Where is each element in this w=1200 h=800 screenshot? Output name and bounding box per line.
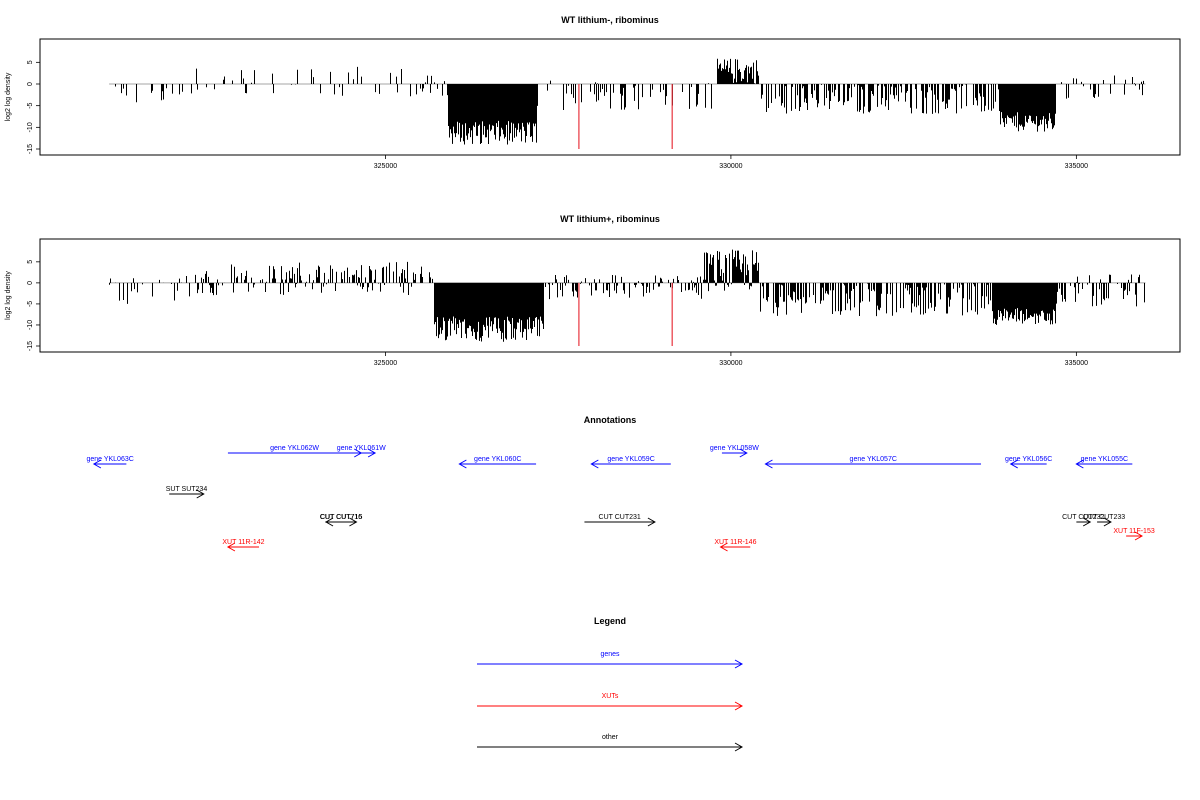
feature-arrow-head bbox=[1075, 459, 1084, 469]
x-tick-label: 325000 bbox=[374, 360, 397, 367]
legend-label: XUTs bbox=[602, 693, 619, 700]
y-tick-label: 5 bbox=[27, 60, 34, 64]
y-tick-label: 5 bbox=[27, 260, 34, 264]
feature-arrow-head bbox=[590, 459, 599, 469]
feature-arrow-head bbox=[458, 459, 467, 469]
y-tick-label: 0 bbox=[27, 82, 34, 86]
feature-label: CUT CUT233 bbox=[1083, 514, 1125, 521]
feature-label: XUT 11R-142 bbox=[222, 539, 264, 546]
feature-label: gene YKL057C bbox=[850, 456, 897, 463]
plot-frame bbox=[39, 238, 1181, 353]
feature-label: XUT 11R-146 bbox=[714, 539, 756, 546]
legend-arrow-head bbox=[734, 742, 744, 752]
y-axis-label: log2 log density bbox=[5, 72, 12, 121]
feature-label: gene YKL061W bbox=[337, 445, 386, 452]
signal-bars bbox=[109, 249, 1145, 342]
feature-label: CUT CUT716 bbox=[320, 514, 362, 521]
feature-label: SUT SUT234 bbox=[166, 486, 208, 493]
y-tick-label: -10 bbox=[27, 320, 34, 330]
annotations-panel: Annotations gene YKL063C gene YKL062W gene… bbox=[86, 415, 1155, 552]
feature-label: gene YKL056C bbox=[1005, 456, 1052, 463]
legend-panel: Legend genes XUTs other bbox=[477, 616, 744, 752]
legend-label: other bbox=[602, 734, 619, 741]
feature-arrow-head bbox=[196, 489, 205, 499]
feature-label: CUT CUT715 bbox=[320, 514, 362, 521]
plot-frame bbox=[39, 38, 1181, 156]
signal-bars bbox=[115, 58, 1144, 145]
feature-arrow-head bbox=[764, 459, 773, 469]
feature-label: gene YKL060C bbox=[474, 456, 521, 463]
feature-arrow-head bbox=[739, 448, 748, 458]
feature-label: gene YKL055C bbox=[1081, 456, 1128, 463]
feature-arrow-head bbox=[719, 542, 728, 552]
feature-arrow-head bbox=[92, 459, 102, 469]
feature-label: gene YKL062W bbox=[270, 445, 319, 452]
feature-label: CUT CUT232 bbox=[1062, 514, 1104, 521]
feature-arrow-head bbox=[1103, 517, 1112, 527]
feature-arrow-head bbox=[367, 448, 377, 458]
y-tick-label: -15 bbox=[27, 341, 34, 351]
feature-arrow-head bbox=[1009, 459, 1018, 469]
feature-arrow-head bbox=[325, 517, 334, 527]
feature-label: gene YKL058W bbox=[710, 445, 759, 452]
y-tick-label: -5 bbox=[27, 102, 34, 108]
feature-arrow-head bbox=[1134, 531, 1144, 541]
legend-arrow-head bbox=[734, 659, 744, 669]
track-panel-lithium-plus: WT lithium+, ribominus -15 -10 -5 0 5 log2 log… bbox=[5, 214, 1181, 367]
feature-label: XUT 11F-153 bbox=[1113, 528, 1154, 535]
panel-title: WT lithium-, ribominus bbox=[561, 15, 659, 25]
y-tick-label: -10 bbox=[27, 122, 34, 132]
legend-arrow-head bbox=[734, 701, 744, 711]
x-tick-label: 335000 bbox=[1065, 163, 1088, 170]
feature-arrow-head bbox=[1082, 517, 1092, 527]
feature-label: gene YKL063C bbox=[86, 456, 133, 463]
feature-arrow-head bbox=[647, 517, 656, 527]
y-axis-label: log2 log density bbox=[5, 271, 12, 320]
x-tick-label: 330000 bbox=[719, 360, 742, 367]
feature-arrow-head bbox=[226, 542, 236, 552]
x-tick-label: 325000 bbox=[374, 163, 397, 170]
annotations-title: Annotations bbox=[584, 415, 637, 425]
legend-title: Legend bbox=[594, 616, 626, 626]
x-tick-label: 335000 bbox=[1065, 360, 1088, 367]
legend-label: genes bbox=[600, 651, 620, 658]
y-tick-label: -15 bbox=[27, 144, 34, 154]
panel-title: WT lithium+, ribominus bbox=[560, 214, 660, 224]
y-tick-label: 0 bbox=[27, 281, 34, 285]
feature-label: CUT CUT231 bbox=[599, 514, 641, 521]
x-tick-label: 330000 bbox=[719, 163, 742, 170]
track-panel-lithium-minus: WT lithium-, ribominus -15 -10 -5 0 5 log2 log… bbox=[5, 15, 1181, 170]
y-tick-label: -5 bbox=[27, 301, 34, 307]
feature-label: gene YKL059C bbox=[607, 456, 654, 463]
